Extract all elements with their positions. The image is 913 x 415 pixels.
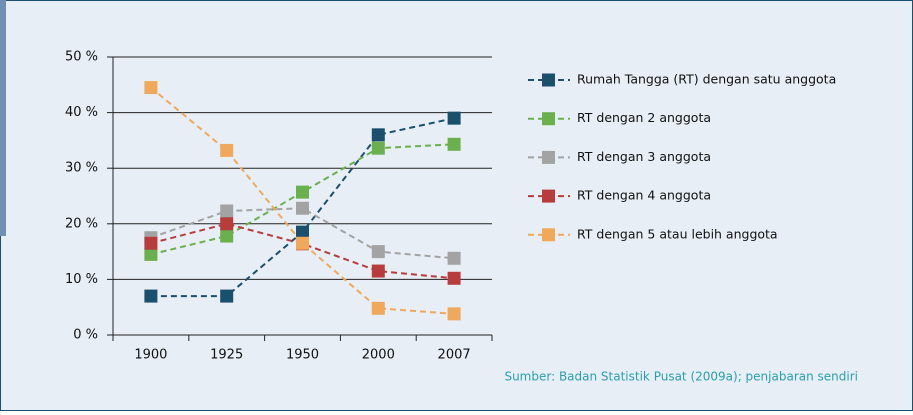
point	[371, 301, 385, 315]
point	[144, 247, 158, 261]
legend-label: RT dengan 4 anggota	[577, 188, 711, 203]
y-tick-label: 10 %	[65, 272, 98, 287]
legend-marker	[542, 189, 555, 203]
x-tick-label: 1925	[210, 348, 243, 363]
y-tick-label: 0 %	[73, 328, 98, 343]
side-strip	[0, 0, 6, 236]
x-tick-label: 2000	[362, 348, 395, 363]
point	[371, 141, 385, 155]
series-line	[150, 86, 455, 315]
point	[144, 81, 158, 95]
point	[371, 245, 385, 259]
legend-marker	[542, 150, 555, 164]
source: Sumber: Badan Statistik Pusat (2009a); p…	[504, 370, 858, 384]
legend-label: RT dengan 5 atau lebih anggota	[577, 226, 778, 241]
y-tick-label: 50 %	[65, 50, 98, 65]
y-tick-label: 40 %	[65, 105, 98, 120]
point	[220, 217, 234, 231]
legend-label: Rumah Tangga (RT) dengan satu anggota	[577, 72, 836, 87]
legend-marker	[542, 228, 555, 242]
x-tick-label: 2007	[438, 348, 471, 363]
point	[144, 236, 158, 250]
point	[371, 128, 385, 142]
point	[296, 201, 309, 215]
point	[447, 271, 461, 285]
y-tick-label: 20 %	[65, 216, 98, 231]
point	[371, 264, 385, 278]
point	[220, 143, 234, 157]
point	[220, 229, 234, 243]
point	[220, 289, 234, 303]
point	[296, 185, 309, 199]
x-tick-label: 1950	[286, 348, 319, 363]
point	[296, 225, 309, 239]
legend-marker	[542, 73, 555, 87]
legend-label: RT dengan 2 anggota	[577, 110, 711, 125]
point	[447, 137, 461, 151]
series-line	[150, 222, 455, 280]
point	[447, 307, 461, 321]
series-line	[150, 207, 455, 260]
x-tick-label: 1900	[134, 348, 167, 363]
point	[296, 236, 309, 250]
legend-label: RT dengan 3 anggota	[577, 149, 711, 164]
point	[447, 251, 461, 265]
point	[447, 111, 461, 125]
point	[144, 289, 158, 303]
point	[220, 204, 234, 218]
y-tick-label: 30 %	[65, 161, 98, 176]
legend-marker	[542, 112, 555, 126]
